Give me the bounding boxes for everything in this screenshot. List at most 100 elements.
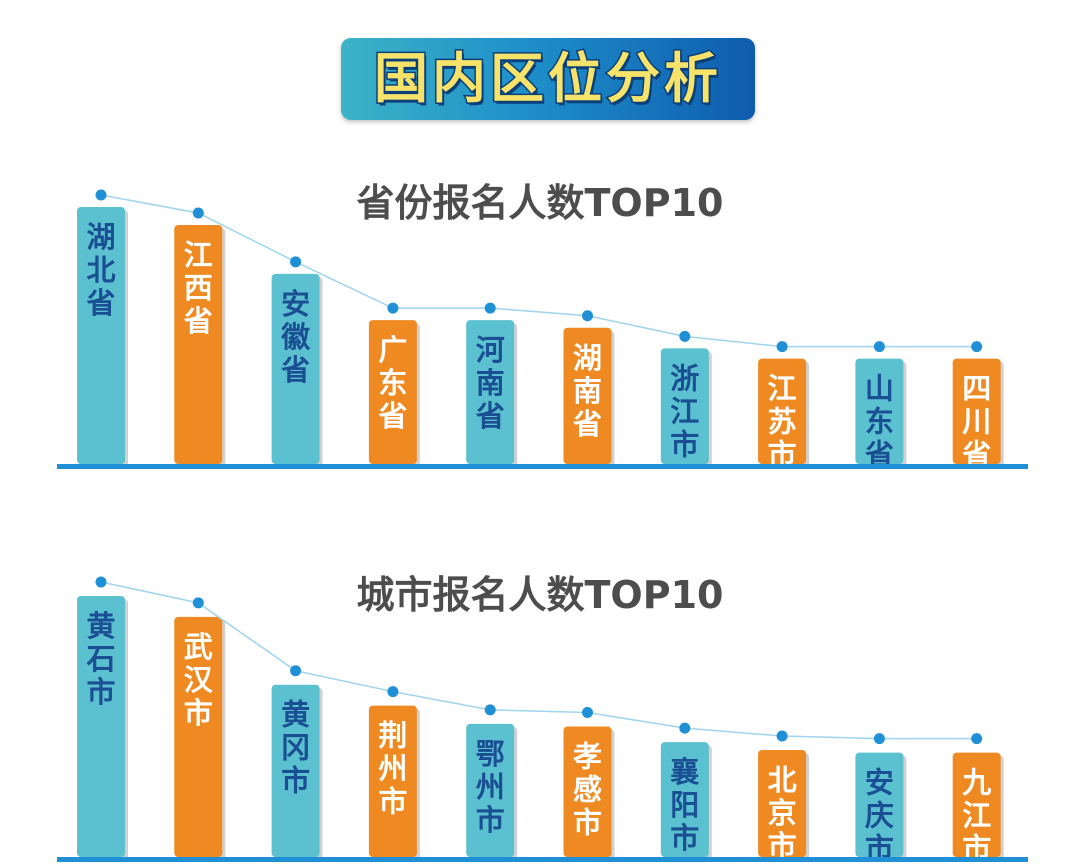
bar xyxy=(174,616,223,857)
bar-label-char: 省 xyxy=(86,286,115,320)
bar-label-char: 四 xyxy=(962,372,991,406)
bar xyxy=(271,684,320,857)
bar-label-char: 浙 xyxy=(670,361,699,395)
bar-label-char: 省 xyxy=(573,407,602,441)
bar-group-9: 四川省 xyxy=(952,358,1004,472)
bar xyxy=(368,705,417,857)
trend-point xyxy=(582,707,593,718)
bar-group-3: 广东省 xyxy=(368,320,420,467)
bar-group-8: 安庆市 xyxy=(855,752,907,866)
bar-label-char: 省 xyxy=(476,399,505,433)
trend-line xyxy=(100,581,977,740)
bar xyxy=(660,348,709,464)
bar xyxy=(174,224,223,464)
trend-point xyxy=(971,733,983,745)
bar-group-2: 安徽省 xyxy=(271,273,323,467)
trend-point xyxy=(873,733,885,745)
bar-group-4: 河南省 xyxy=(466,320,518,467)
bar-label-char: 市 xyxy=(86,675,115,709)
trend-point xyxy=(679,330,691,342)
bar-label-char: 江 xyxy=(768,372,797,406)
bar-label-char: 石 xyxy=(85,642,115,676)
bar-label-char: 荆 xyxy=(378,719,407,753)
trend-point xyxy=(679,722,691,734)
bar-group-0: 湖北省 xyxy=(77,207,128,467)
bar-label-char: 庆 xyxy=(865,799,894,833)
baseline xyxy=(57,857,1028,862)
bar-label-char: 川 xyxy=(962,405,991,439)
bar xyxy=(77,207,125,464)
bar xyxy=(271,273,320,464)
bar-group-2: 黄冈市 xyxy=(271,684,323,860)
bar-label-char: 市 xyxy=(281,764,310,798)
bar xyxy=(758,358,807,464)
bar-group-1: 江西省 xyxy=(174,224,226,467)
bar-label-char: 汉 xyxy=(184,663,214,697)
bar xyxy=(368,320,417,464)
bar-group-5: 湖南省 xyxy=(563,327,615,467)
bar-label-char: 江 xyxy=(962,799,991,833)
province-chart-title: 省份报名人数TOP10 xyxy=(356,181,724,225)
bar-label-char: 徽 xyxy=(280,320,311,354)
bar-label-char: 安 xyxy=(865,766,894,800)
bar-label-char: 市 xyxy=(670,821,699,855)
bar-label-char: 北 xyxy=(768,763,797,797)
banner-title: 国内区位分析 xyxy=(373,47,722,110)
bar xyxy=(855,358,904,464)
baseline xyxy=(57,464,1028,469)
bar-label-char: 省 xyxy=(184,304,213,338)
bar-group-6: 浙江市 xyxy=(660,348,712,467)
bar-label-char: 阳 xyxy=(670,788,699,822)
trend-point xyxy=(95,576,107,588)
bar xyxy=(563,327,612,464)
bar-group-8: 山东省 xyxy=(855,358,907,472)
trend-point xyxy=(971,341,983,353)
bar-label-char: 市 xyxy=(378,785,407,819)
trend-point xyxy=(290,256,302,268)
bar xyxy=(77,596,125,857)
trend-point xyxy=(582,310,593,322)
bar-label-char: 东 xyxy=(378,366,407,400)
bar xyxy=(952,752,1001,857)
bar-group-7: 江苏市 xyxy=(758,358,810,472)
bar-label-char: 州 xyxy=(378,752,407,786)
bar-label-char: 九 xyxy=(962,766,991,800)
trend-point xyxy=(290,665,302,677)
bar-group-6: 襄阳市 xyxy=(660,742,712,860)
bar-label-char: 江 xyxy=(670,394,699,428)
bar xyxy=(758,749,807,857)
bar-label-char: 河 xyxy=(476,333,505,367)
trend-point xyxy=(95,189,107,201)
bar-group-0: 黄石市 xyxy=(77,596,128,860)
bar xyxy=(660,742,709,857)
bar-group-3: 荆州市 xyxy=(368,705,420,860)
bar-label-char: 山 xyxy=(865,372,894,406)
bar-label-char: 市 xyxy=(476,803,505,837)
bar-label-char: 京 xyxy=(768,796,797,830)
bar-group-1: 武汉市 xyxy=(174,616,226,860)
bar xyxy=(466,320,515,464)
trend-point xyxy=(484,704,496,716)
bar-label-char: 市 xyxy=(573,806,602,840)
bar-label-char: 感 xyxy=(573,773,602,807)
bar-label-char: 西 xyxy=(184,271,213,305)
bar-label-char: 南 xyxy=(476,366,505,400)
trend-point xyxy=(387,302,399,314)
bar-label-char: 安 xyxy=(281,287,310,321)
bar-label-char: 东 xyxy=(865,405,894,439)
bar-label-char: 襄 xyxy=(670,755,700,789)
trend-point xyxy=(484,302,496,314)
bar-label-char: 湖 xyxy=(573,341,602,375)
bar-label-char: 市 xyxy=(670,427,699,461)
trend-point xyxy=(192,207,204,219)
bar-group-9: 九江市 xyxy=(952,752,1004,866)
trend-point xyxy=(192,597,204,609)
bar-label-char: 湖 xyxy=(86,220,115,254)
bar-label-char: 武 xyxy=(184,630,213,664)
bar-label-char: 市 xyxy=(184,696,213,730)
trend-point xyxy=(776,730,788,742)
city-chart-title: 城市报名人数TOP10 xyxy=(356,573,724,617)
bar-label-char: 南 xyxy=(573,374,602,408)
